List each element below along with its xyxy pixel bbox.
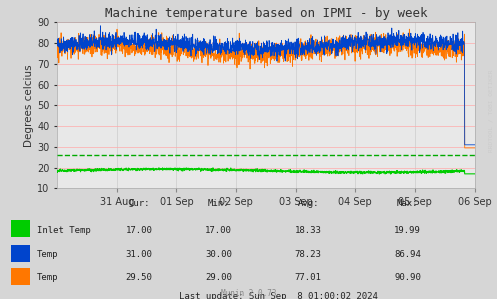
Text: 17.00: 17.00 [126,225,153,234]
Text: Cur:: Cur: [128,199,150,208]
Text: 86.94: 86.94 [394,250,421,259]
FancyBboxPatch shape [11,220,30,237]
Text: Max:: Max: [397,199,418,208]
Text: 77.01: 77.01 [295,273,322,282]
Text: 17.00: 17.00 [205,225,232,234]
Text: Last update: Sun Sep  8 01:00:02 2024: Last update: Sun Sep 8 01:00:02 2024 [179,292,378,299]
Text: 29.00: 29.00 [205,273,232,282]
Text: 90.90: 90.90 [394,273,421,282]
Text: Munin 2.0.73: Munin 2.0.73 [221,289,276,298]
Text: 19.99: 19.99 [394,225,421,234]
Text: Temp: Temp [37,273,59,282]
FancyBboxPatch shape [11,268,30,285]
Text: RRDTOOL / TOBI OETIKER: RRDTOOL / TOBI OETIKER [488,69,493,152]
Text: 30.00: 30.00 [205,250,232,259]
FancyBboxPatch shape [11,245,30,262]
Title: Machine temperature based on IPMI - by week: Machine temperature based on IPMI - by w… [105,7,427,20]
Text: Temp: Temp [37,250,59,259]
Text: Min:: Min: [208,199,230,208]
Text: Avg:: Avg: [297,199,319,208]
Text: 18.33: 18.33 [295,225,322,234]
Text: Inlet Temp: Inlet Temp [37,225,91,234]
Text: 29.50: 29.50 [126,273,153,282]
Y-axis label: Degrees celcius: Degrees celcius [24,64,34,147]
Text: 78.23: 78.23 [295,250,322,259]
Text: 31.00: 31.00 [126,250,153,259]
